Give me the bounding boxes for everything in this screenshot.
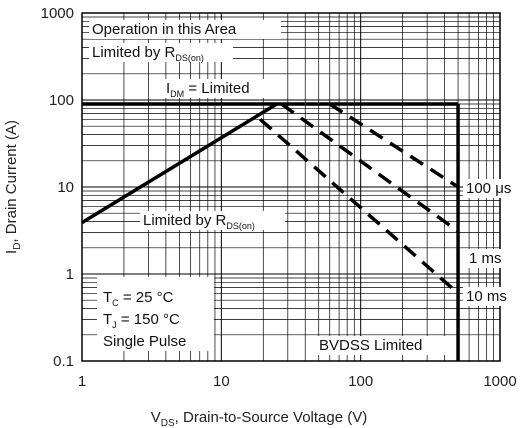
y-tick-label: 10: [57, 179, 74, 196]
series-p100us-line: [328, 102, 460, 189]
bvdss-label-bg: [316, 336, 448, 355]
y-tick-label: 100: [49, 92, 74, 109]
idm-label-bg: [163, 79, 271, 98]
pulse-10ms-label: 10 ms: [466, 288, 507, 305]
x-tick-label: 100: [348, 373, 373, 390]
y-tick-label: 1: [66, 266, 74, 283]
y-tick-label: 1000: [41, 5, 74, 22]
pulse-1ms-label: 1 ms: [469, 250, 502, 267]
y-axis-label: ID, Drain Current (A): [3, 120, 23, 254]
tj-label: TJ = 150 °C: [103, 311, 180, 330]
pulse-10ms-label-bg: [463, 287, 519, 306]
pulse-100us-label-bg: [463, 179, 521, 198]
annotations: Operation in this Area Limited by RDS(on)…: [89, 20, 521, 355]
x-tick-label: 1000: [483, 373, 516, 390]
pulse-100us-label: 100 μs: [466, 180, 511, 197]
series-p1ms-line: [280, 102, 460, 233]
x-tick-label: 10: [213, 373, 230, 390]
bvdss-label: BVDSS Limited: [319, 337, 422, 354]
rdson-label: Limited by RDS(on): [143, 212, 255, 231]
idm-label: IDM = Limited: [166, 80, 250, 99]
region-label-line2-bg: [89, 43, 233, 62]
region-label-line2: Limited by RDS(on): [92, 44, 204, 63]
series-lines: [81, 102, 460, 361]
x-tick-label: 1: [78, 373, 86, 390]
single-pulse-label: Single Pulse: [103, 333, 186, 350]
conditions-box: [97, 277, 214, 351]
series-p10ms-line: [259, 117, 460, 295]
y-tick-label: 0.1: [53, 353, 74, 370]
region-label-line1: Operation in this Area: [92, 21, 237, 38]
rdson-label-bg: [140, 211, 285, 230]
series-rdson-line: [81, 102, 278, 225]
pulse-1ms-label-bg: [466, 249, 514, 268]
x-axis-label: VDS, Drain-to-Source Voltage (V): [151, 409, 368, 428]
region-label-line1-bg: [89, 20, 281, 39]
tc-label: TC = 25 °C: [103, 289, 174, 308]
